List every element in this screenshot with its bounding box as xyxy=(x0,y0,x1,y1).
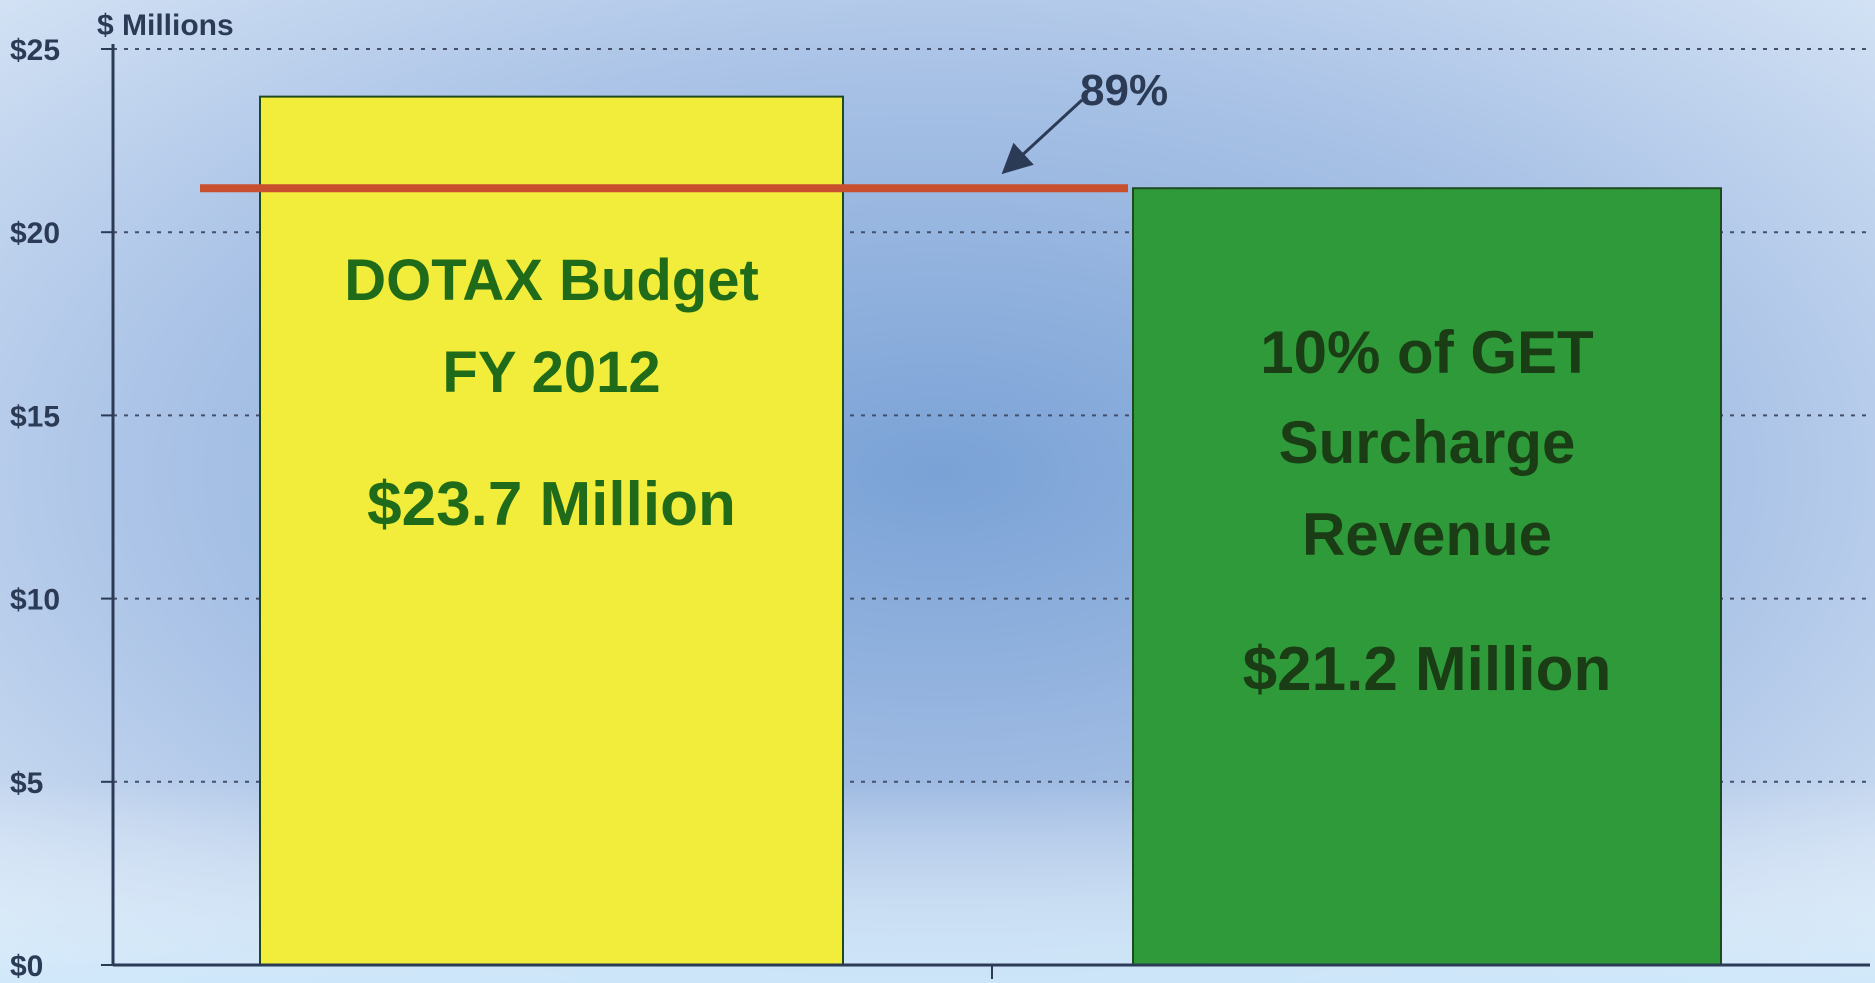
bar-value-label: $23.7 Million xyxy=(367,470,736,539)
bar-value-label: $21.2 Million xyxy=(1243,635,1612,704)
bar xyxy=(1132,187,1722,966)
annotation-percent-label: 89% xyxy=(1080,66,1168,115)
y-tick-label: $20 xyxy=(10,217,60,250)
bar-label: Revenue xyxy=(1302,501,1552,568)
bar-label: DOTAX Budget xyxy=(344,248,759,313)
bar-label: Surcharge xyxy=(1279,409,1576,476)
y-tick-label: $5 xyxy=(10,767,43,800)
bar xyxy=(259,95,844,966)
annotations: 89% xyxy=(200,66,1168,193)
bars: DOTAX Budget FY 2012 $23.7 Million 10% of G… xyxy=(259,95,1722,966)
y-tick-label: $25 xyxy=(10,34,60,67)
axes: $0 $5 $10 $15 $20 $25 $ Millions xyxy=(10,9,1870,983)
bar-label: 10% of GET xyxy=(1260,319,1593,386)
y-axis-unit-label: $ Millions xyxy=(97,9,234,42)
y-tick-label: $15 xyxy=(10,400,60,433)
y-tick-label: $0 xyxy=(10,950,43,983)
annotation-arrow xyxy=(1001,98,1084,175)
bar-label: FY 2012 xyxy=(442,340,660,405)
y-tick-label: $10 xyxy=(10,584,60,617)
